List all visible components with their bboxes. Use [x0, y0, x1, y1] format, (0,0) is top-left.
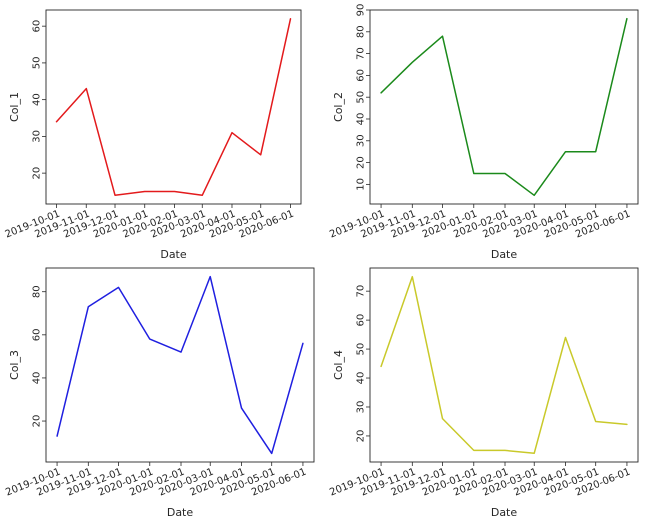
x-axis-label: Date: [160, 248, 187, 261]
y-tick-label: 40: [32, 372, 43, 385]
y-tick-label: 70: [356, 285, 367, 298]
series-line-col-2: [380, 17, 628, 197]
y-tick-label: 30: [356, 134, 367, 147]
y-tick-label: 40: [356, 372, 367, 385]
y-tick-label: 60: [32, 20, 43, 33]
y-tick-label: 90: [356, 4, 367, 17]
subplot-2: 1020304050607080902019-10-012019-11-0120…: [328, 4, 639, 261]
y-tick-label: 50: [356, 91, 367, 104]
subplot-1: 20304050602019-10-012019-11-012019-12-01…: [4, 9, 302, 261]
axes-frame: [45, 267, 315, 463]
x-axis-label: Date: [167, 506, 194, 519]
y-tick-label: 20: [32, 415, 43, 428]
y-tick-label: 80: [32, 285, 43, 298]
y-tick-label: 20: [356, 156, 367, 169]
y-axis-label: Col_4: [332, 350, 345, 380]
y-tick-label: 50: [356, 343, 367, 356]
subplot-4: 2030405060702019-10-012019-11-012019-12-…: [328, 267, 639, 519]
x-axis-label: Date: [491, 248, 518, 261]
subplot-3: 204060802019-10-012019-11-012019-12-0120…: [4, 267, 315, 519]
y-tick-label: 60: [356, 314, 367, 327]
series-line-col-4: [380, 275, 628, 455]
series-line-col-3: [56, 275, 304, 455]
y-tick-label: 40: [32, 93, 43, 106]
y-tick-label: 80: [356, 25, 367, 38]
y-tick-label: 50: [31, 57, 42, 70]
y-tick-label: 70: [356, 47, 367, 60]
axes-frame: [45, 9, 302, 205]
y-tick-label: 30: [32, 130, 43, 143]
y-axis-label: Col_2: [332, 92, 345, 122]
y-tick-label: 60: [32, 328, 43, 341]
y-tick-label: 20: [32, 167, 43, 180]
y-tick-label: 20: [356, 430, 367, 443]
series-line-col-1: [55, 18, 292, 196]
y-axis-label: Col_1: [8, 92, 21, 122]
y-axis-label: Col_3: [8, 350, 21, 380]
x-axis-label: Date: [491, 506, 518, 519]
y-tick-label: 40: [356, 113, 367, 126]
y-tick-label: 60: [356, 69, 367, 82]
y-tick-label: 10: [356, 178, 367, 191]
axes-frame: [369, 267, 639, 463]
axes-frame: [369, 9, 639, 205]
y-tick-label: 30: [356, 401, 367, 414]
